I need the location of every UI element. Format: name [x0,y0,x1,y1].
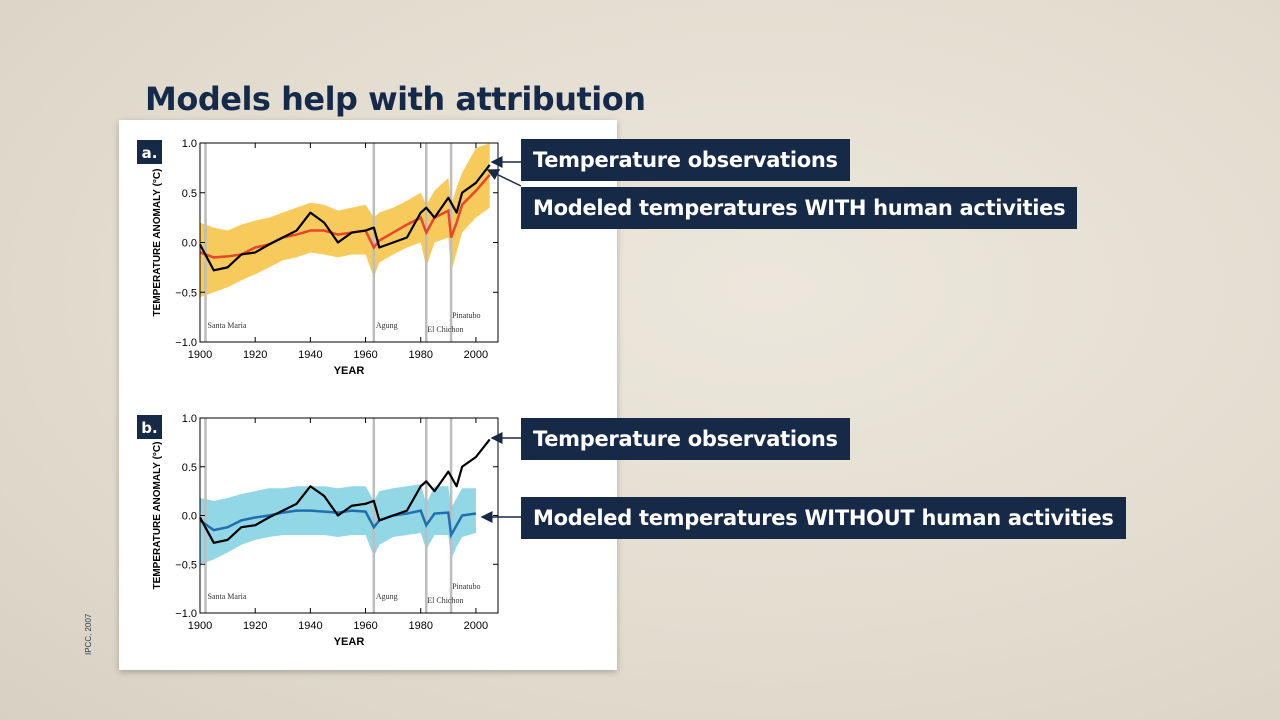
model-mean-line [199,174,491,259]
x-tick-label: 1920 [243,349,267,361]
x-axis-label: YEAR [334,365,365,377]
y-tick-label: −0.5 [175,559,197,571]
observations-line [199,164,491,272]
callout-a-observations: Temperature observations [521,139,850,181]
panel-label: b. [141,419,157,437]
callout-b-model-without: Modeled temperatures WITHOUT human activ… [521,497,1126,539]
page-title: Models help with attribution [145,80,646,118]
x-tick-label: 1900 [188,349,212,361]
x-tick-label: 2000 [464,620,488,632]
y-tick-label: 0.0 [182,511,197,523]
x-tick-label: 1960 [353,349,377,361]
chart-panel-b: b. Santa Maria Agung El Chichon Pinatubo −1.0… [137,413,499,648]
volcano-label: El Chichon [427,596,463,605]
observations-line [199,438,491,544]
panel-label-box [137,140,162,164]
y-tick-label: 0.5 [182,188,197,200]
y-tick-label: −0.5 [175,287,197,299]
y-tick-label: 0.5 [182,462,197,474]
y-tick-label: 1.0 [182,138,197,150]
y-axis-label: TEMPERATURE ANOMALY (°C) [152,169,163,317]
x-tick-label: 1900 [188,620,212,632]
panel-label: a. [142,144,158,162]
y-tick-label: 0.0 [182,238,197,250]
x-tick-label: 1940 [298,620,322,632]
chart-panel-a: a. Santa Maria Agung El Chichon Pinatubo −1.0… [137,138,499,377]
x-tick-label: 1960 [353,620,377,632]
x-tick-label: 1920 [243,620,267,632]
model-range-band [200,484,476,565]
x-axis-label: YEAR [334,636,365,648]
y-tick-label: −1.0 [175,608,197,620]
volcano-label: Santa Maria [208,321,247,330]
volcano-label: Pinatubo [452,311,480,320]
x-tick-label: 1980 [408,349,432,361]
y-tick-label: 1.0 [182,413,197,425]
volcano-label: Agung [376,321,398,330]
x-tick-label: 2000 [464,349,488,361]
callout-a-model-with: Modeled temperatures WITH human activiti… [521,187,1078,229]
volcano-label: Agung [376,592,398,601]
x-tick-label: 1980 [408,620,432,632]
model-range-band [200,143,490,298]
y-axis-label: TEMPERATURE ANOMALY (°C) [152,442,163,590]
x-tick-label: 1940 [298,349,322,361]
y-tick-label: −1.0 [175,337,197,349]
model-mean-line [199,509,477,539]
source-credit: IPCC, 2007 [84,613,93,655]
volcano-label: Pinatubo [452,582,480,591]
volcano-label: El Chichon [427,325,463,334]
callout-b-observations: Temperature observations [521,418,850,460]
volcano-label: Santa Maria [208,592,247,601]
panel-label-box [137,415,162,439]
charts-svg: a. Santa Maria Agung El Chichon Pinatubo −1.0… [137,138,499,648]
